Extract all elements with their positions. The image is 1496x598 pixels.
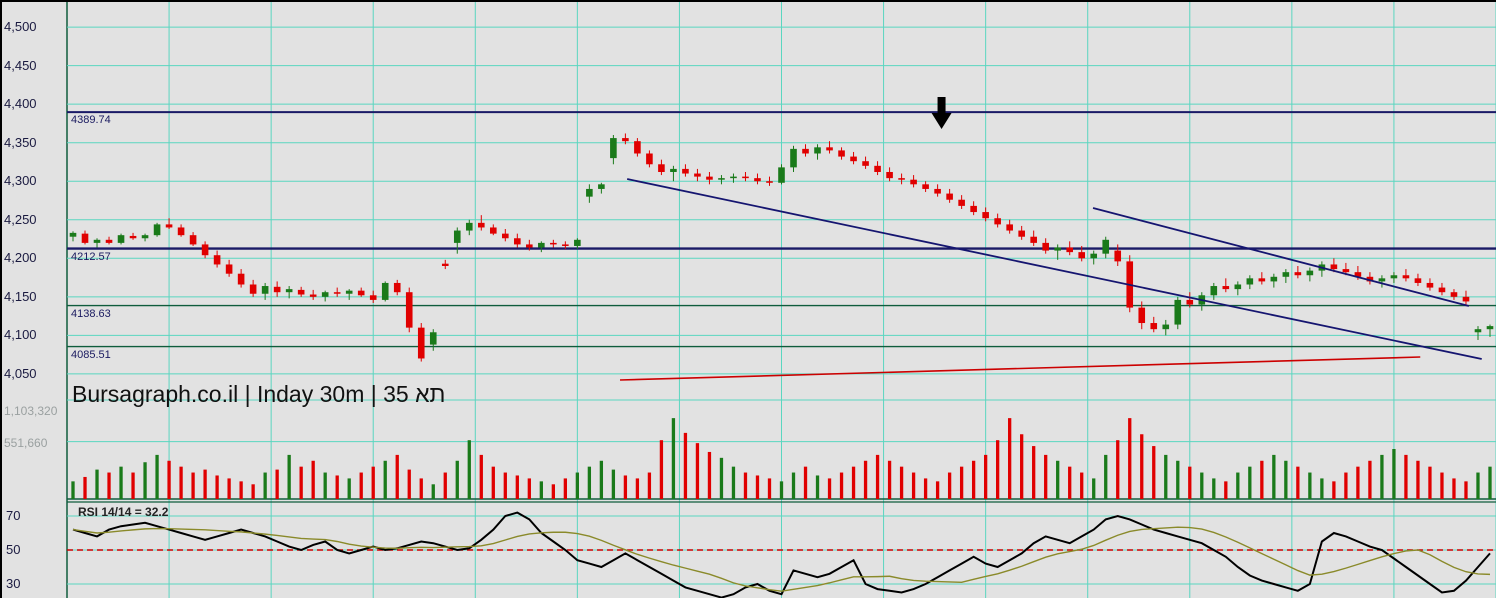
candlestick[interactable] — [154, 223, 161, 237]
price-level-label: 4085.51 — [71, 349, 111, 361]
volume-tick-label: 551,660 — [4, 436, 47, 450]
candlestick[interactable] — [406, 288, 413, 333]
price-tick-label: 4,150 — [4, 289, 37, 304]
price-tick-label: 4,300 — [4, 173, 37, 188]
price-tick-label: 4,050 — [4, 366, 37, 381]
candlestick[interactable] — [382, 281, 389, 301]
watermark-text: Bursagraph.co.il | Inday 30m | 35 תא — [72, 381, 445, 408]
candlestick[interactable] — [1174, 297, 1181, 329]
rsi-title-text: RSI 14/14 = 32.2 — [78, 505, 168, 519]
price-tick-label: 4,500 — [4, 19, 37, 34]
price-level-label: 4389.74 — [71, 114, 111, 126]
price-tick-label: 4,250 — [4, 212, 37, 227]
volume-tick-label: 1,103,320 — [4, 404, 57, 418]
chart-canvas[interactable] — [2, 2, 1496, 598]
rsi-tick-label: 50 — [6, 542, 20, 557]
price-tick-label: 4,200 — [4, 250, 37, 265]
price-tick-label: 4,350 — [4, 135, 37, 150]
price-level-label: 4138.63 — [71, 308, 111, 320]
price-tick-label: 4,100 — [4, 327, 37, 342]
price-tick-label: 4,400 — [4, 96, 37, 111]
price-tick-label: 4,450 — [4, 58, 37, 73]
chart-root: 4,500 4,450 4,400 4,350 4,300 4,250 4,200 4,150… — [0, 0, 1496, 598]
rsi-tick-label: 70 — [6, 508, 20, 523]
candlestick[interactable] — [418, 323, 425, 362]
price-level-label: 4212.57 — [71, 251, 111, 263]
rsi-tick-label: 30 — [6, 576, 20, 591]
candlestick[interactable] — [118, 234, 125, 245]
